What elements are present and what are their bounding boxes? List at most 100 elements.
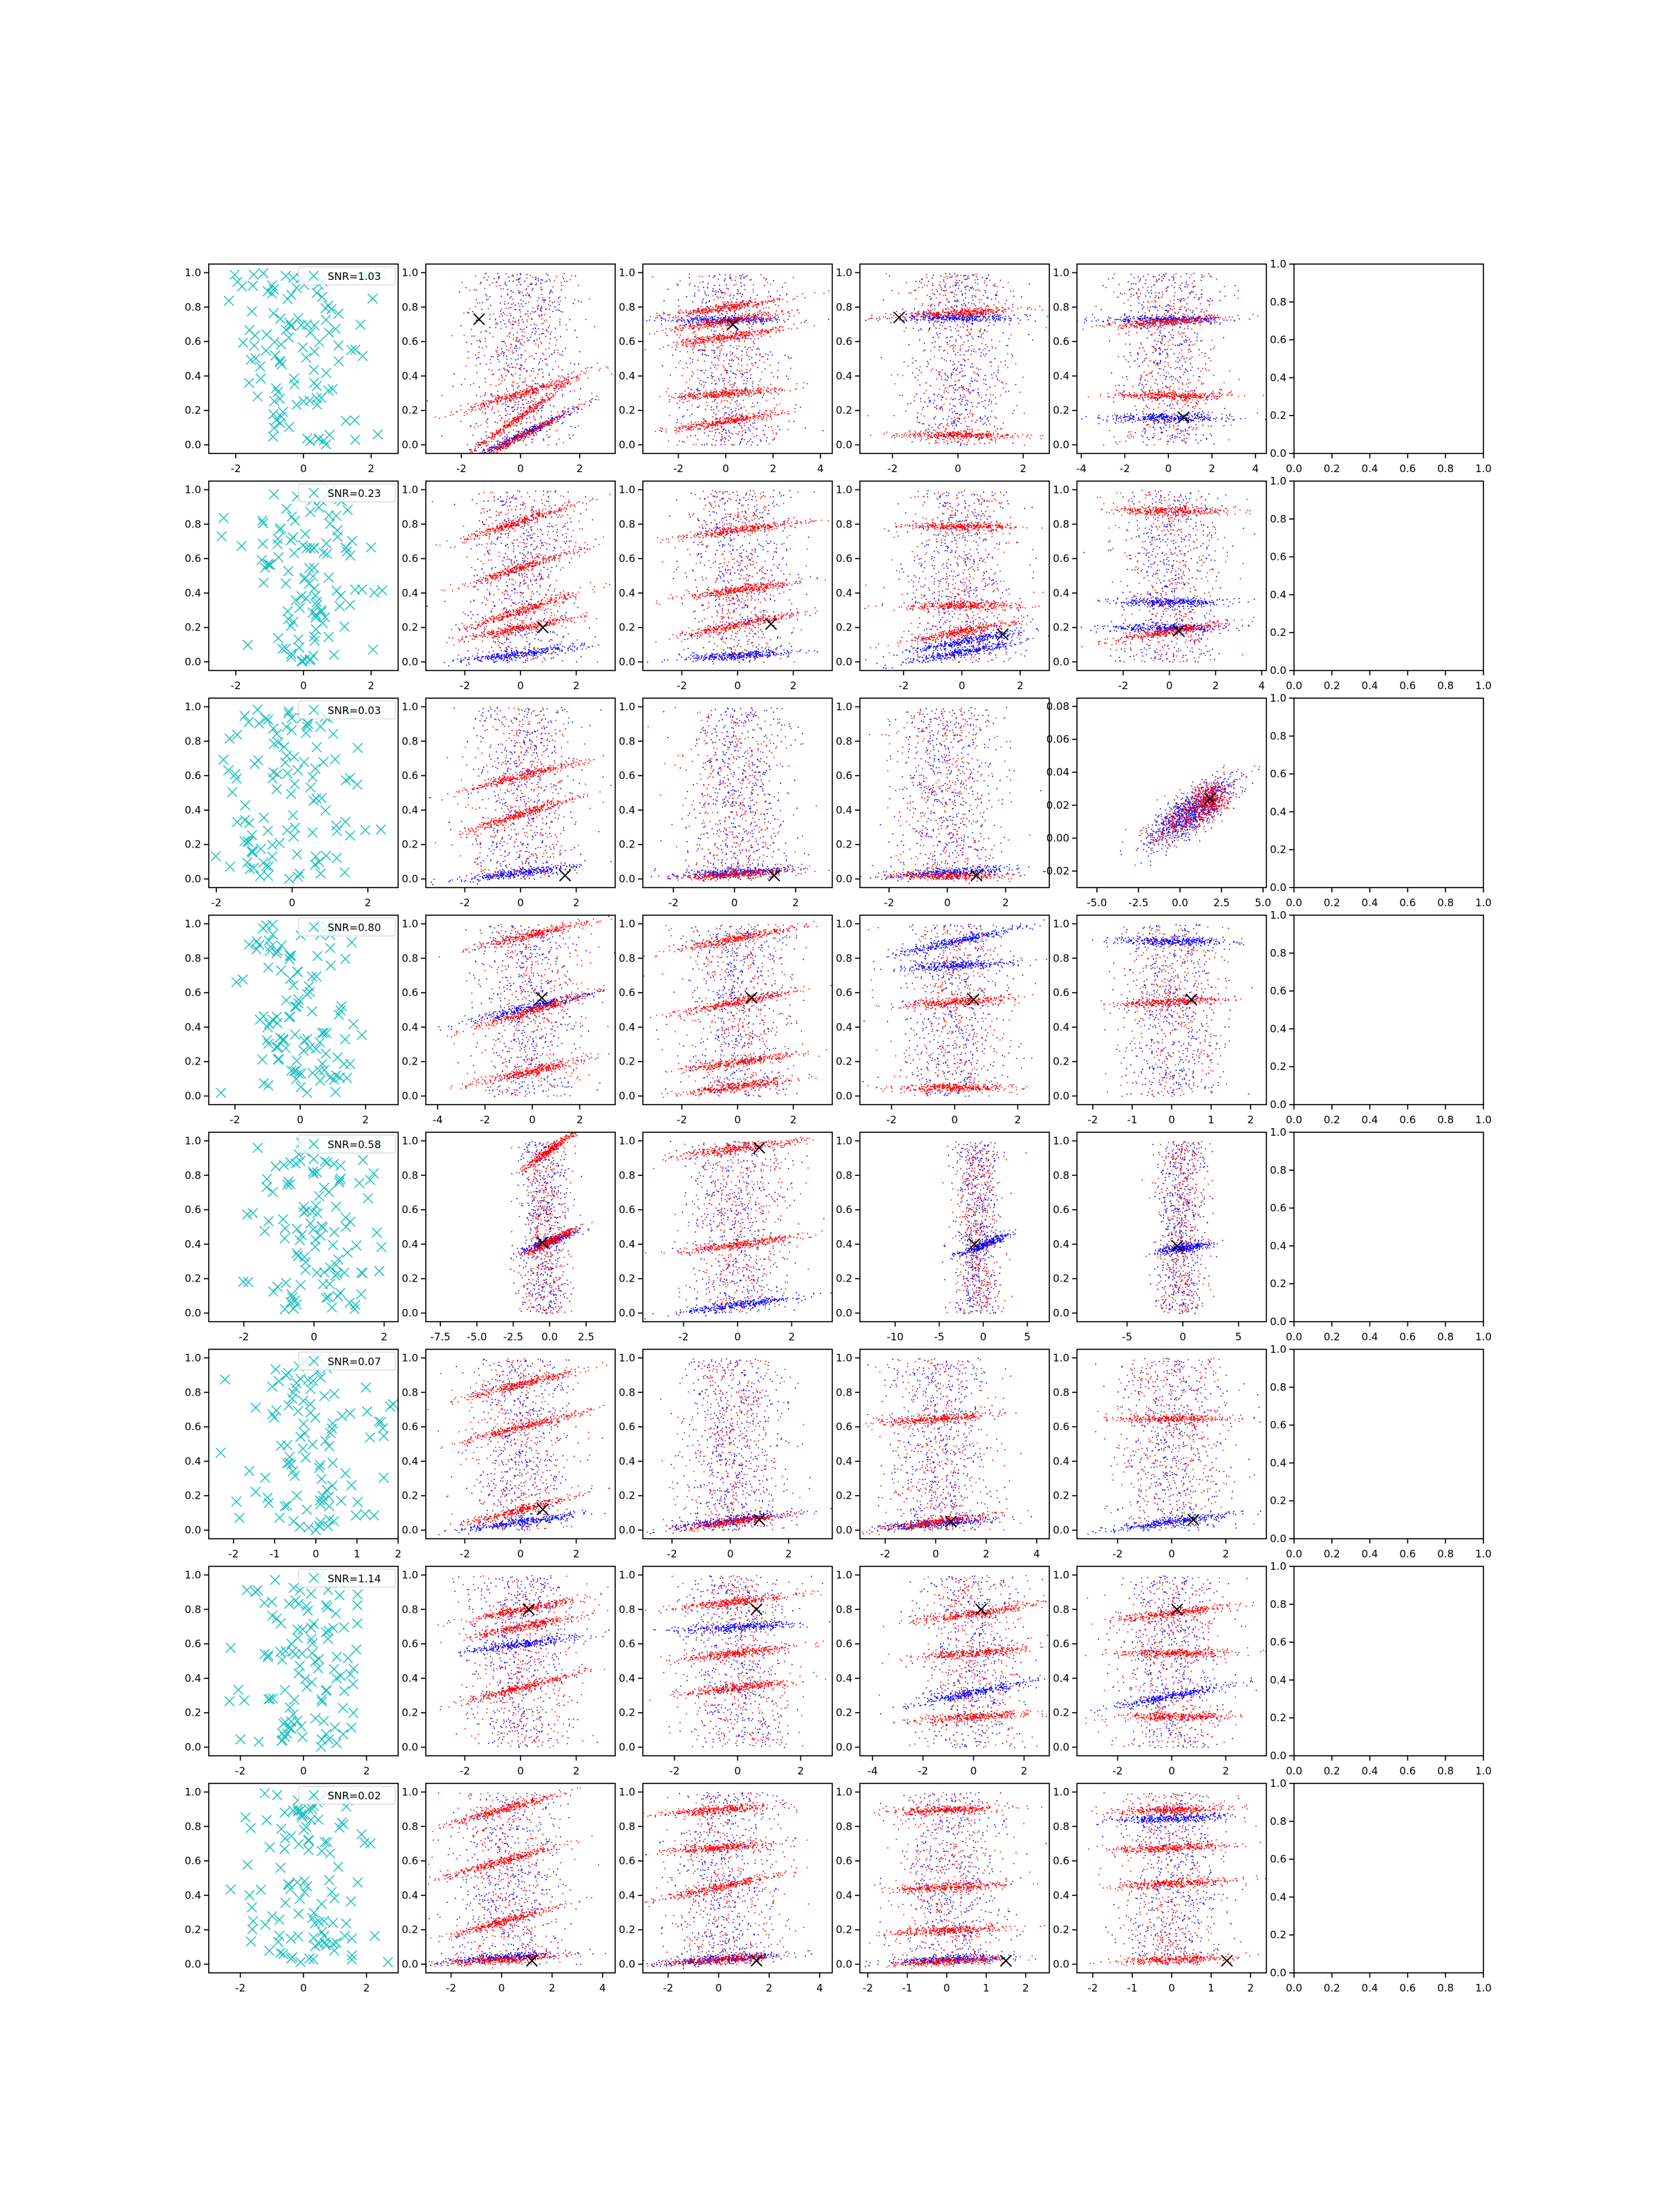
r4-c2-ytick-label-5: 1.0: [619, 1134, 635, 1147]
r5-c4-ytick-label-4: 0.8: [1053, 1386, 1069, 1398]
r1-c3-ytick-label-2: 0.4: [836, 587, 852, 599]
r0-c0-ytick-label-0: 0.0: [185, 439, 201, 451]
r1-c4-xtick-label-3: 4: [1259, 679, 1266, 692]
r3-c1-xtick-label-3: 2: [577, 1114, 583, 1126]
r3-c1-ytick-label-1: 0.2: [402, 1056, 418, 1068]
r4-c2-xtick-label-2: 2: [789, 1331, 796, 1343]
r4-c0-xtick-label-1: 0: [310, 1331, 317, 1343]
r2-c5-xtick-label-2: 0.4: [1362, 897, 1378, 909]
r3-c0-ytick-label-1: 0.2: [185, 1056, 201, 1068]
r1-c4-ytick-label-4: 0.8: [1053, 518, 1069, 530]
r6-c4-ytick-label-1: 0.2: [1053, 1707, 1069, 1719]
r1-c4-xtick-label-2: 2: [1212, 679, 1219, 692]
r7-c1-ytick-label-1: 0.2: [402, 1924, 418, 1936]
r0-c5-xtick-label-2: 0.4: [1362, 462, 1378, 475]
r7-c1-xtick-label-3: 4: [599, 1982, 606, 1994]
r6-c2-ytick-label-2: 0.4: [619, 1672, 635, 1685]
r4-c5-ytick-label-4: 0.8: [1270, 1164, 1286, 1177]
r2-c3-ytick-label-2: 0.4: [836, 804, 852, 816]
r7-c4-xtick-label-0: -2: [1087, 1982, 1098, 1994]
r7-c0-ytick-label-4: 0.8: [185, 1820, 201, 1833]
r1-c5-xtick-label-3: 0.6: [1399, 679, 1416, 692]
r3-c0-xtick-label-1: 0: [297, 1114, 304, 1126]
r2-c1-ytick-label-5: 1.0: [402, 700, 418, 713]
r4-c4-ytick-label-2: 0.4: [1053, 1238, 1069, 1250]
r5-c1-ytick-label-3: 0.6: [402, 1421, 418, 1433]
r5-c1-ytick-label-2: 0.4: [402, 1455, 418, 1468]
r5-c5-ytick-label-3: 0.6: [1270, 1419, 1286, 1432]
r6-c1-xtick-label-1: 0: [517, 1765, 524, 1777]
r4-c1-xtick-label-1: -5.0: [467, 1331, 487, 1343]
r5-c0-xtick-label-3: 1: [354, 1548, 361, 1560]
r4-c4-xtick-label-2: 5: [1235, 1331, 1242, 1343]
r0-c2-ytick-label-2: 0.4: [619, 370, 635, 382]
r5-c3-ytick-label-0: 0.0: [836, 1524, 852, 1537]
r6-c4-xtick-label-2: 2: [1223, 1765, 1230, 1777]
r0-c2-xtick-label-0: -2: [673, 462, 684, 475]
r6-c3-xtick-label-2: 0: [971, 1765, 977, 1777]
r5-c0-ytick-label-1: 0.2: [185, 1490, 201, 1502]
r0-c4-ytick-label-0: 0.0: [1053, 439, 1069, 451]
r3-c3-ytick-label-2: 0.4: [836, 1021, 852, 1033]
r5-c3-xtick-label-0: -2: [880, 1548, 890, 1560]
r7-c2-xtick-label-3: 4: [816, 1982, 823, 1994]
r7-c5-ytick-label-3: 0.6: [1270, 1853, 1286, 1866]
r7-c3-xtick-label-3: 1: [983, 1982, 990, 1994]
r4-c2-xtick-label-0: -2: [678, 1331, 688, 1343]
r7-c2-ytick-label-0: 0.0: [619, 1958, 635, 1971]
r0-c3-ytick-label-4: 0.8: [836, 301, 852, 313]
r7-c3-xtick-label-0: -2: [863, 1982, 873, 1994]
r3-c3-ytick-label-1: 0.2: [836, 1056, 852, 1068]
r1-c1-ytick-label-0: 0.0: [402, 656, 418, 668]
r3-c1-xtick-label-1: -2: [480, 1114, 490, 1126]
r4-c5-ytick-label-5: 1.0: [1270, 1126, 1286, 1138]
r7-c2-xtick-label-2: 2: [766, 1982, 773, 1994]
r2-c5-xtick-label-0: 0.0: [1286, 897, 1302, 909]
r7-c5-xtick-label-3: 0.6: [1399, 1982, 1416, 1994]
r2-c5-ytick-label-2: 0.4: [1270, 805, 1286, 818]
r5-c1-ytick-label-4: 0.8: [402, 1386, 418, 1398]
r5-c2-ytick-label-0: 0.0: [619, 1524, 635, 1537]
r2-c2-ytick-label-0: 0.0: [619, 873, 635, 885]
r6-c0-xtick-label-2: 2: [364, 1765, 371, 1777]
r2-c2-ytick-label-4: 0.8: [619, 735, 635, 747]
r5-c3-ytick-label-3: 0.6: [836, 1421, 852, 1433]
r2-c0-ytick-label-0: 0.0: [185, 873, 201, 885]
r3-c1-ytick-label-0: 0.0: [402, 1090, 418, 1103]
r1-c5-xtick-label-5: 1.0: [1475, 679, 1492, 692]
r1-c1-xtick-label-1: 0: [517, 679, 524, 692]
r5-c3-ytick-label-4: 0.8: [836, 1386, 852, 1398]
r1-c2-ytick-label-0: 0.0: [619, 656, 635, 668]
r6-c5-ytick-label-2: 0.4: [1270, 1674, 1286, 1686]
r0-c0-xtick-label-2: 2: [368, 462, 375, 475]
r3-c4-xtick-label-2: 0: [1168, 1114, 1175, 1126]
r1-c3-xtick-label-1: 0: [959, 679, 966, 692]
r6-c4-xtick-label-0: -2: [1112, 1765, 1123, 1777]
r0-c1-xtick-label-0: -2: [456, 462, 467, 475]
r6-c3-ytick-label-1: 0.2: [836, 1707, 852, 1719]
r0-c4-xtick-label-4: 4: [1252, 462, 1259, 475]
r6-c3-ytick-label-3: 0.6: [836, 1638, 852, 1650]
r3-c0-xtick-label-0: -2: [229, 1114, 240, 1126]
r7-c4-ytick-label-5: 1.0: [1053, 1785, 1069, 1798]
r2-c5-xtick-label-3: 0.6: [1399, 897, 1416, 909]
r4-c2-ytick-label-2: 0.4: [619, 1238, 635, 1250]
r6-c5-ytick-label-3: 0.6: [1270, 1636, 1286, 1649]
r0-c4-xtick-label-1: -2: [1120, 462, 1130, 475]
r1-c2-ytick-label-1: 0.2: [619, 621, 635, 634]
r6-c0-ytick-label-2: 0.4: [185, 1672, 201, 1685]
r6-c4-ytick-label-0: 0.0: [1053, 1741, 1069, 1754]
r0-c4-ytick-label-5: 1.0: [1053, 266, 1069, 279]
r6-c3-xtick-label-3: 2: [1021, 1765, 1028, 1777]
r1-c3-ytick-label-5: 1.0: [836, 483, 852, 496]
r3-c5-xtick-label-0: 0.0: [1286, 1114, 1302, 1126]
r0-c5-ytick-label-5: 1.0: [1270, 258, 1286, 270]
r2-c3-ytick-label-0: 0.0: [836, 873, 852, 885]
r4-c0-ytick-label-0: 0.0: [185, 1307, 201, 1320]
r6-c3-xtick-label-1: -2: [918, 1765, 928, 1777]
r5-c5-xtick-label-0: 0.0: [1286, 1548, 1302, 1560]
r0-c3-ytick-label-2: 0.4: [836, 370, 852, 382]
r2-c1-ytick-label-4: 0.8: [402, 735, 418, 747]
r5-c1-ytick-label-0: 0.0: [402, 1524, 418, 1537]
r0-c4-xtick-label-0: -4: [1076, 462, 1087, 475]
